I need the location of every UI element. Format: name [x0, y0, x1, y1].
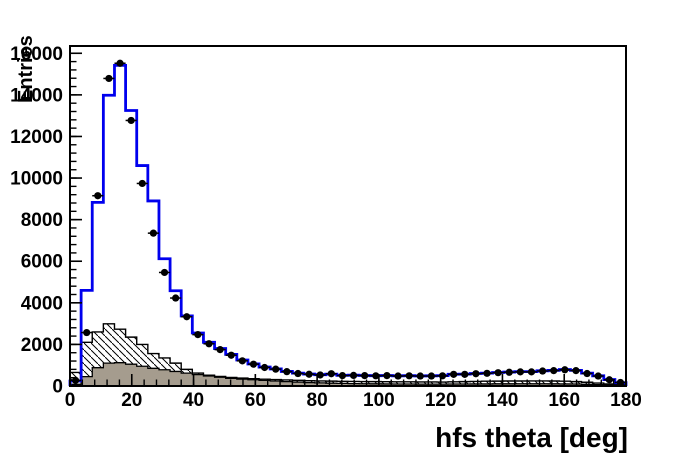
data-point-marker	[505, 368, 513, 376]
data-point-marker	[605, 376, 613, 384]
data-point-marker	[461, 370, 469, 378]
data-point-marker	[361, 372, 369, 380]
data-point-marker	[383, 372, 391, 380]
x-tick-label: 20	[121, 390, 142, 411]
data-point-marker	[405, 372, 413, 380]
data-point-marker	[494, 369, 502, 377]
data-point-marker	[561, 366, 569, 374]
y-tick-label: 4000	[21, 293, 63, 314]
y-tick-label: 12000	[10, 127, 63, 148]
y-tick-label: 8000	[21, 210, 63, 231]
y-tick-label: 10000	[10, 169, 63, 190]
y-axis: 0 2000 4000 6000 8000 10000 12000 14000 16000	[10, 44, 82, 398]
data-point-marker	[583, 369, 591, 378]
y-axis-title: Entries	[15, 35, 37, 103]
data-point-marker	[316, 371, 324, 379]
data-point-marker	[527, 368, 536, 376]
data-point-marker	[238, 357, 246, 365]
y-tick-label: 6000	[21, 252, 63, 273]
data-point-marker	[394, 372, 402, 380]
data-point-marker	[227, 351, 235, 359]
data-point-marker	[261, 363, 269, 372]
x-tick-label: 100	[363, 390, 395, 411]
data-point-marker	[594, 372, 602, 380]
data-point-marker	[372, 372, 380, 380]
data-point-marker	[327, 370, 335, 378]
data-point-marker	[205, 340, 213, 348]
y-tick-label: 16000	[10, 44, 63, 65]
y-tick-label: 0	[52, 377, 63, 398]
data-point-marker	[249, 360, 258, 368]
data-point-marker	[305, 370, 313, 378]
data-point-marker	[427, 372, 435, 380]
data-point-marker	[127, 116, 135, 125]
data-point-marker	[183, 313, 191, 321]
x-tick-label: 80	[307, 390, 328, 411]
data-point-marker	[572, 367, 580, 375]
gray-histogram-fill	[70, 362, 626, 386]
data-point-marker	[483, 369, 491, 377]
x-axis-title: hfs theta [deg]	[435, 422, 628, 453]
data-point-marker	[294, 369, 302, 378]
x-tick-label: 0	[65, 390, 76, 411]
data-point-marker	[194, 331, 202, 339]
data-point-marker	[149, 229, 157, 237]
y-tick-label: 2000	[21, 335, 63, 356]
x-tick-label: 40	[183, 390, 204, 411]
data-point-marker	[138, 179, 146, 188]
data-point-marker	[338, 372, 347, 380]
gray-histogram	[69, 362, 627, 387]
data-point-marker	[550, 367, 558, 375]
x-tick-label: 180	[610, 390, 642, 411]
hatched-histogram-outline	[69, 323, 627, 386]
data-point-marker	[116, 59, 124, 67]
x-tick-label: 160	[548, 390, 580, 411]
gray-histogram-outline	[69, 362, 627, 387]
data-point-marker	[416, 372, 424, 380]
data-point-marker	[349, 371, 358, 379]
data-point-marker	[105, 74, 113, 83]
x-tick-label: 120	[425, 390, 457, 411]
data-point-marker	[71, 376, 80, 384]
total-mc-step-line	[68, 63, 628, 386]
data-point-marker	[472, 370, 480, 378]
data-point-marker	[172, 294, 180, 302]
plot-frame	[69, 45, 627, 387]
y-tick-label: 14000	[10, 85, 63, 106]
data-point-marker	[283, 368, 291, 376]
data-point-marker	[616, 378, 625, 387]
data-point-marker	[94, 192, 102, 200]
data-point-marker	[83, 328, 91, 337]
data-point-markers	[70, 59, 626, 387]
total-mc-histogram	[68, 63, 628, 386]
x-tick-label: 140	[487, 390, 519, 411]
data-point-marker	[516, 368, 524, 376]
data-point-marker	[216, 346, 224, 354]
data-point-marker	[272, 365, 280, 373]
data-point-marker	[160, 268, 169, 277]
data-point-marker	[539, 367, 547, 375]
x-tick-label: 60	[245, 390, 266, 411]
x-axis: 0 20 40 60 80 100 120 140 160 180	[65, 374, 642, 411]
data-point-marker	[450, 370, 458, 378]
